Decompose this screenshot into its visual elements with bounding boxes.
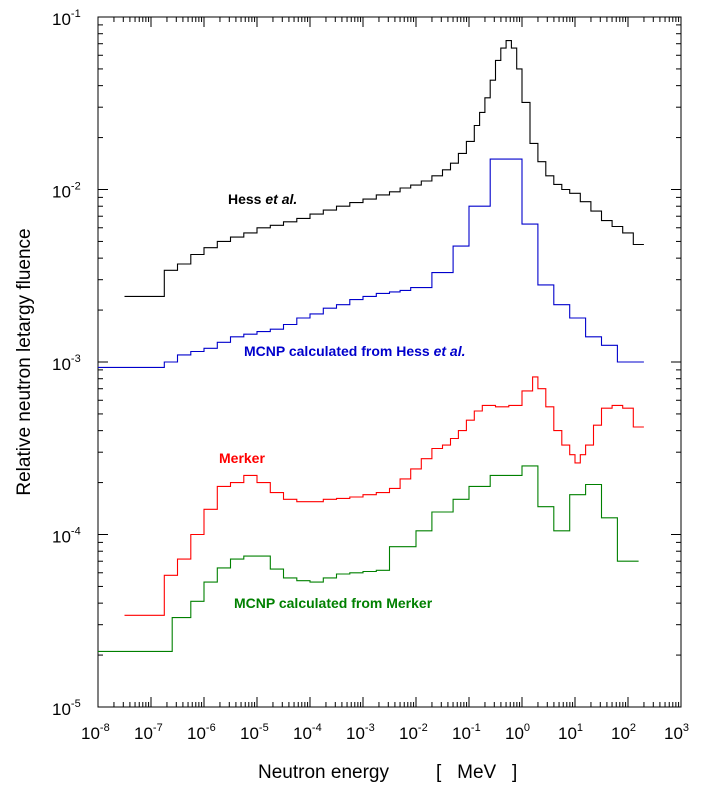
label-merker: Merker — [219, 450, 265, 466]
x-tick-label: 10-2 — [399, 722, 428, 743]
series-line-1 — [98, 158, 644, 368]
y-tick-label: 10-5 — [52, 698, 81, 719]
x-tick-label: 100 — [505, 722, 530, 743]
y-tick-labels: 10-5 10-4 10-3 10-2 10-1 — [52, 8, 81, 719]
x-tick-label: 10-6 — [187, 722, 216, 743]
label-mcnp-hess: MCNP calculated from Hess et al. — [244, 343, 466, 359]
x-tick-label: 10-5 — [240, 722, 269, 743]
label-mcnp-merker: MCNP calculated from Merker — [234, 595, 433, 611]
series-line-0 — [124, 40, 644, 297]
y-tick-label: 10-2 — [52, 181, 81, 202]
series-lines — [98, 40, 644, 652]
x-axis-title: Neutron energy — [258, 762, 389, 783]
tick-marks — [97, 16, 682, 708]
x-tick-label: 102 — [611, 722, 636, 743]
label-hess: Hess et al. — [228, 191, 297, 207]
x-tick-label: 10-4 — [293, 722, 322, 743]
x-tick-label: 10-8 — [81, 722, 110, 743]
x-tick-label: 101 — [558, 722, 583, 743]
y-tick-label: 10-4 — [52, 526, 81, 547]
x-tick-label: 10-1 — [452, 722, 481, 743]
series-line-3 — [98, 465, 639, 652]
x-tick-label: 10-7 — [134, 722, 163, 743]
x-tick-label: 103 — [664, 722, 689, 743]
y-tick-label: 10-1 — [52, 8, 81, 29]
series-line-2 — [124, 376, 644, 616]
x-axis-unit: [ MeV ] — [436, 762, 517, 783]
y-axis-title: Relative neutron letargy fluence — [14, 228, 35, 495]
x-tick-label: 10-3 — [346, 722, 375, 743]
y-tick-label: 10-3 — [52, 353, 81, 374]
x-tick-labels: 10-8 10-7 10-6 10-5 10-4 10-3 10-2 10-1 100 101 10… — [81, 722, 689, 743]
